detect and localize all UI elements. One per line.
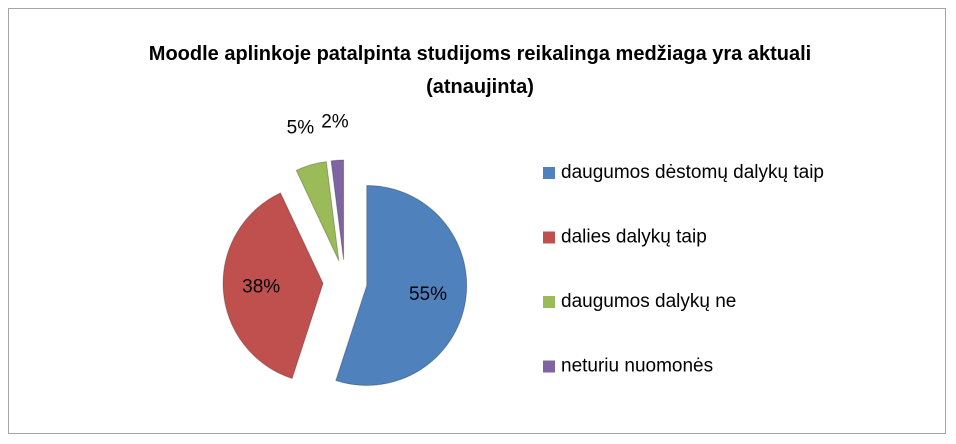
data-label: 55% [409, 284, 447, 305]
pie-slice [222, 192, 324, 380]
legend-label: daugumos dalykų ne [561, 291, 736, 312]
chart-frame [8, 8, 946, 434]
chart-title: Moodle aplinkoje patalpinta studijoms re… [148, 43, 812, 98]
data-label: 38% [242, 276, 280, 297]
legend-swatch [543, 296, 555, 308]
data-label: 2% [321, 111, 349, 132]
legend-label: neturiu nuomonės [561, 356, 713, 377]
legend-swatch [543, 360, 555, 373]
pie-slice [335, 184, 468, 386]
pie-slice [295, 161, 340, 262]
pie-slice [330, 159, 345, 261]
legend-swatch [543, 231, 555, 244]
legend-swatch [543, 167, 555, 179]
legend-label: dalies dalykų taip [561, 227, 707, 248]
legend-label: daugumos dėstomų dalykų taip [561, 162, 824, 183]
data-label: 5% [287, 117, 315, 138]
